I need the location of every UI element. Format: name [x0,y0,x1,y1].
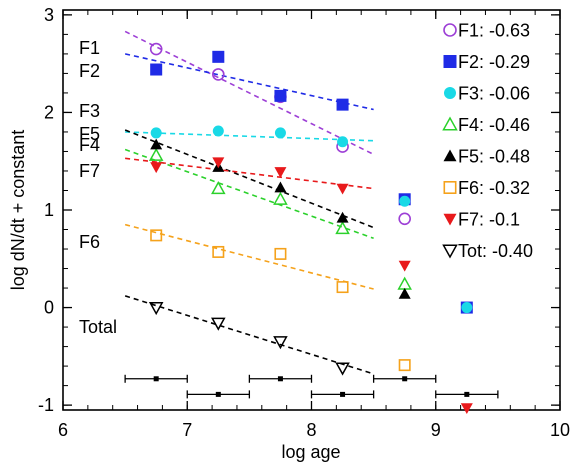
y-tick-label: -1 [38,395,54,415]
point-f1 [398,212,411,226]
point-f6 [398,359,411,372]
point-f7 [460,403,473,415]
bin-center [277,376,283,382]
point-tot [335,362,350,376]
point-f1 [212,68,225,81]
series-label-f2: F2 [79,61,100,81]
point-f4 [211,180,226,195]
point-f4 [397,276,412,290]
legend-marker-f3 [444,87,456,99]
point-f5 [336,211,349,223]
legend-marker-tot [442,244,458,259]
point-tot [211,317,226,331]
point-f3 [337,136,349,148]
fit-line-f2 [124,53,374,111]
bin-center [402,376,408,382]
point-f7 [398,260,411,272]
x-axis-label: log age [281,442,340,462]
point-f6 [274,247,287,260]
x-tick-label: 9 [431,420,441,440]
point-f6 [336,281,349,294]
point-f7 [212,157,225,169]
point-f6 [150,229,163,242]
fit-line-f1 [124,30,374,156]
legend-label-f4: F4: -0.46 [458,115,530,135]
legend-label-f2: F2: -0.29 [458,52,530,72]
point-f4 [273,191,288,205]
fit-line-f4 [124,148,374,240]
legend-marker-f4 [442,116,458,131]
fit-lines [124,30,374,375]
y-tick-label: 1 [44,200,54,220]
point-f7 [150,162,163,174]
point-f3 [150,127,162,139]
series-label-f1: F1 [79,38,100,58]
legend-label-f6: F6: -0.32 [458,178,530,198]
point-f6 [212,245,225,258]
series-label-f5: F5 [79,124,100,144]
x-tick-label: 10 [550,420,570,440]
point-f3 [461,302,473,314]
legend-label-f1: F1: -0.63 [458,21,530,41]
fit-line-f6 [124,223,374,290]
point-f2 [212,50,225,63]
x-tick-label: 6 [58,420,68,440]
point-tot [273,336,288,350]
point-f3 [212,125,224,137]
bin-center [340,391,346,397]
axis-ticks: 6 7 8 9 10 -1 0 1 2 3 [38,5,570,440]
y-tick-label: 3 [44,5,54,25]
point-f5 [398,287,411,299]
point-f3 [399,195,411,207]
legend-label-tot: Tot: -0.40 [458,241,533,261]
point-tot [148,302,164,316]
point-f4 [335,220,350,235]
point-f5 [274,181,287,193]
point-f2 [274,89,287,102]
x-tick-label: 8 [306,420,316,440]
legend-marker-f2 [443,55,457,68]
fit-line-tot [124,295,374,375]
fit-line-f3 [125,131,374,142]
bin-center [153,376,159,382]
legend-marker-f5 [443,149,457,162]
bin-center [215,391,221,397]
series-label-f7: F7 [79,161,100,181]
point-f7 [336,183,349,195]
legend-label-f7: F7: -0.1 [458,210,520,230]
data-points [148,42,473,415]
series-label-total: Total [79,317,117,337]
fit-line-f5 [124,129,374,229]
point-f1 [149,42,163,56]
legend-marker-f7 [443,213,457,226]
y-axis-label: log dN/dt + constant [8,130,28,291]
legend-marker-f1 [443,23,457,37]
point-f2 [336,98,349,111]
legend: F1: -0.63 F2: -0.29 F3: -0.06 F4: -0.46 F5: … [442,21,533,261]
y-tick-label: 2 [44,102,54,122]
point-f3 [274,127,286,139]
point-f2 [150,63,163,76]
series-label-f6: F6 [79,232,100,252]
point-f7 [274,167,287,178]
x-tick-label: 7 [182,420,192,440]
point-f4 [148,147,164,161]
series-label-f4: F4 [79,135,100,155]
bin-bars [124,374,499,399]
y-tick-label: 0 [44,298,54,318]
bin-center [464,391,470,397]
legend-label-f3: F3: -0.06 [458,84,530,104]
fit-line-f7 [125,157,374,190]
point-f5 [150,138,163,150]
series-label-f3: F3 [79,101,100,121]
legend-label-f5: F5: -0.48 [458,147,530,167]
legend-marker-f6 [443,181,457,195]
